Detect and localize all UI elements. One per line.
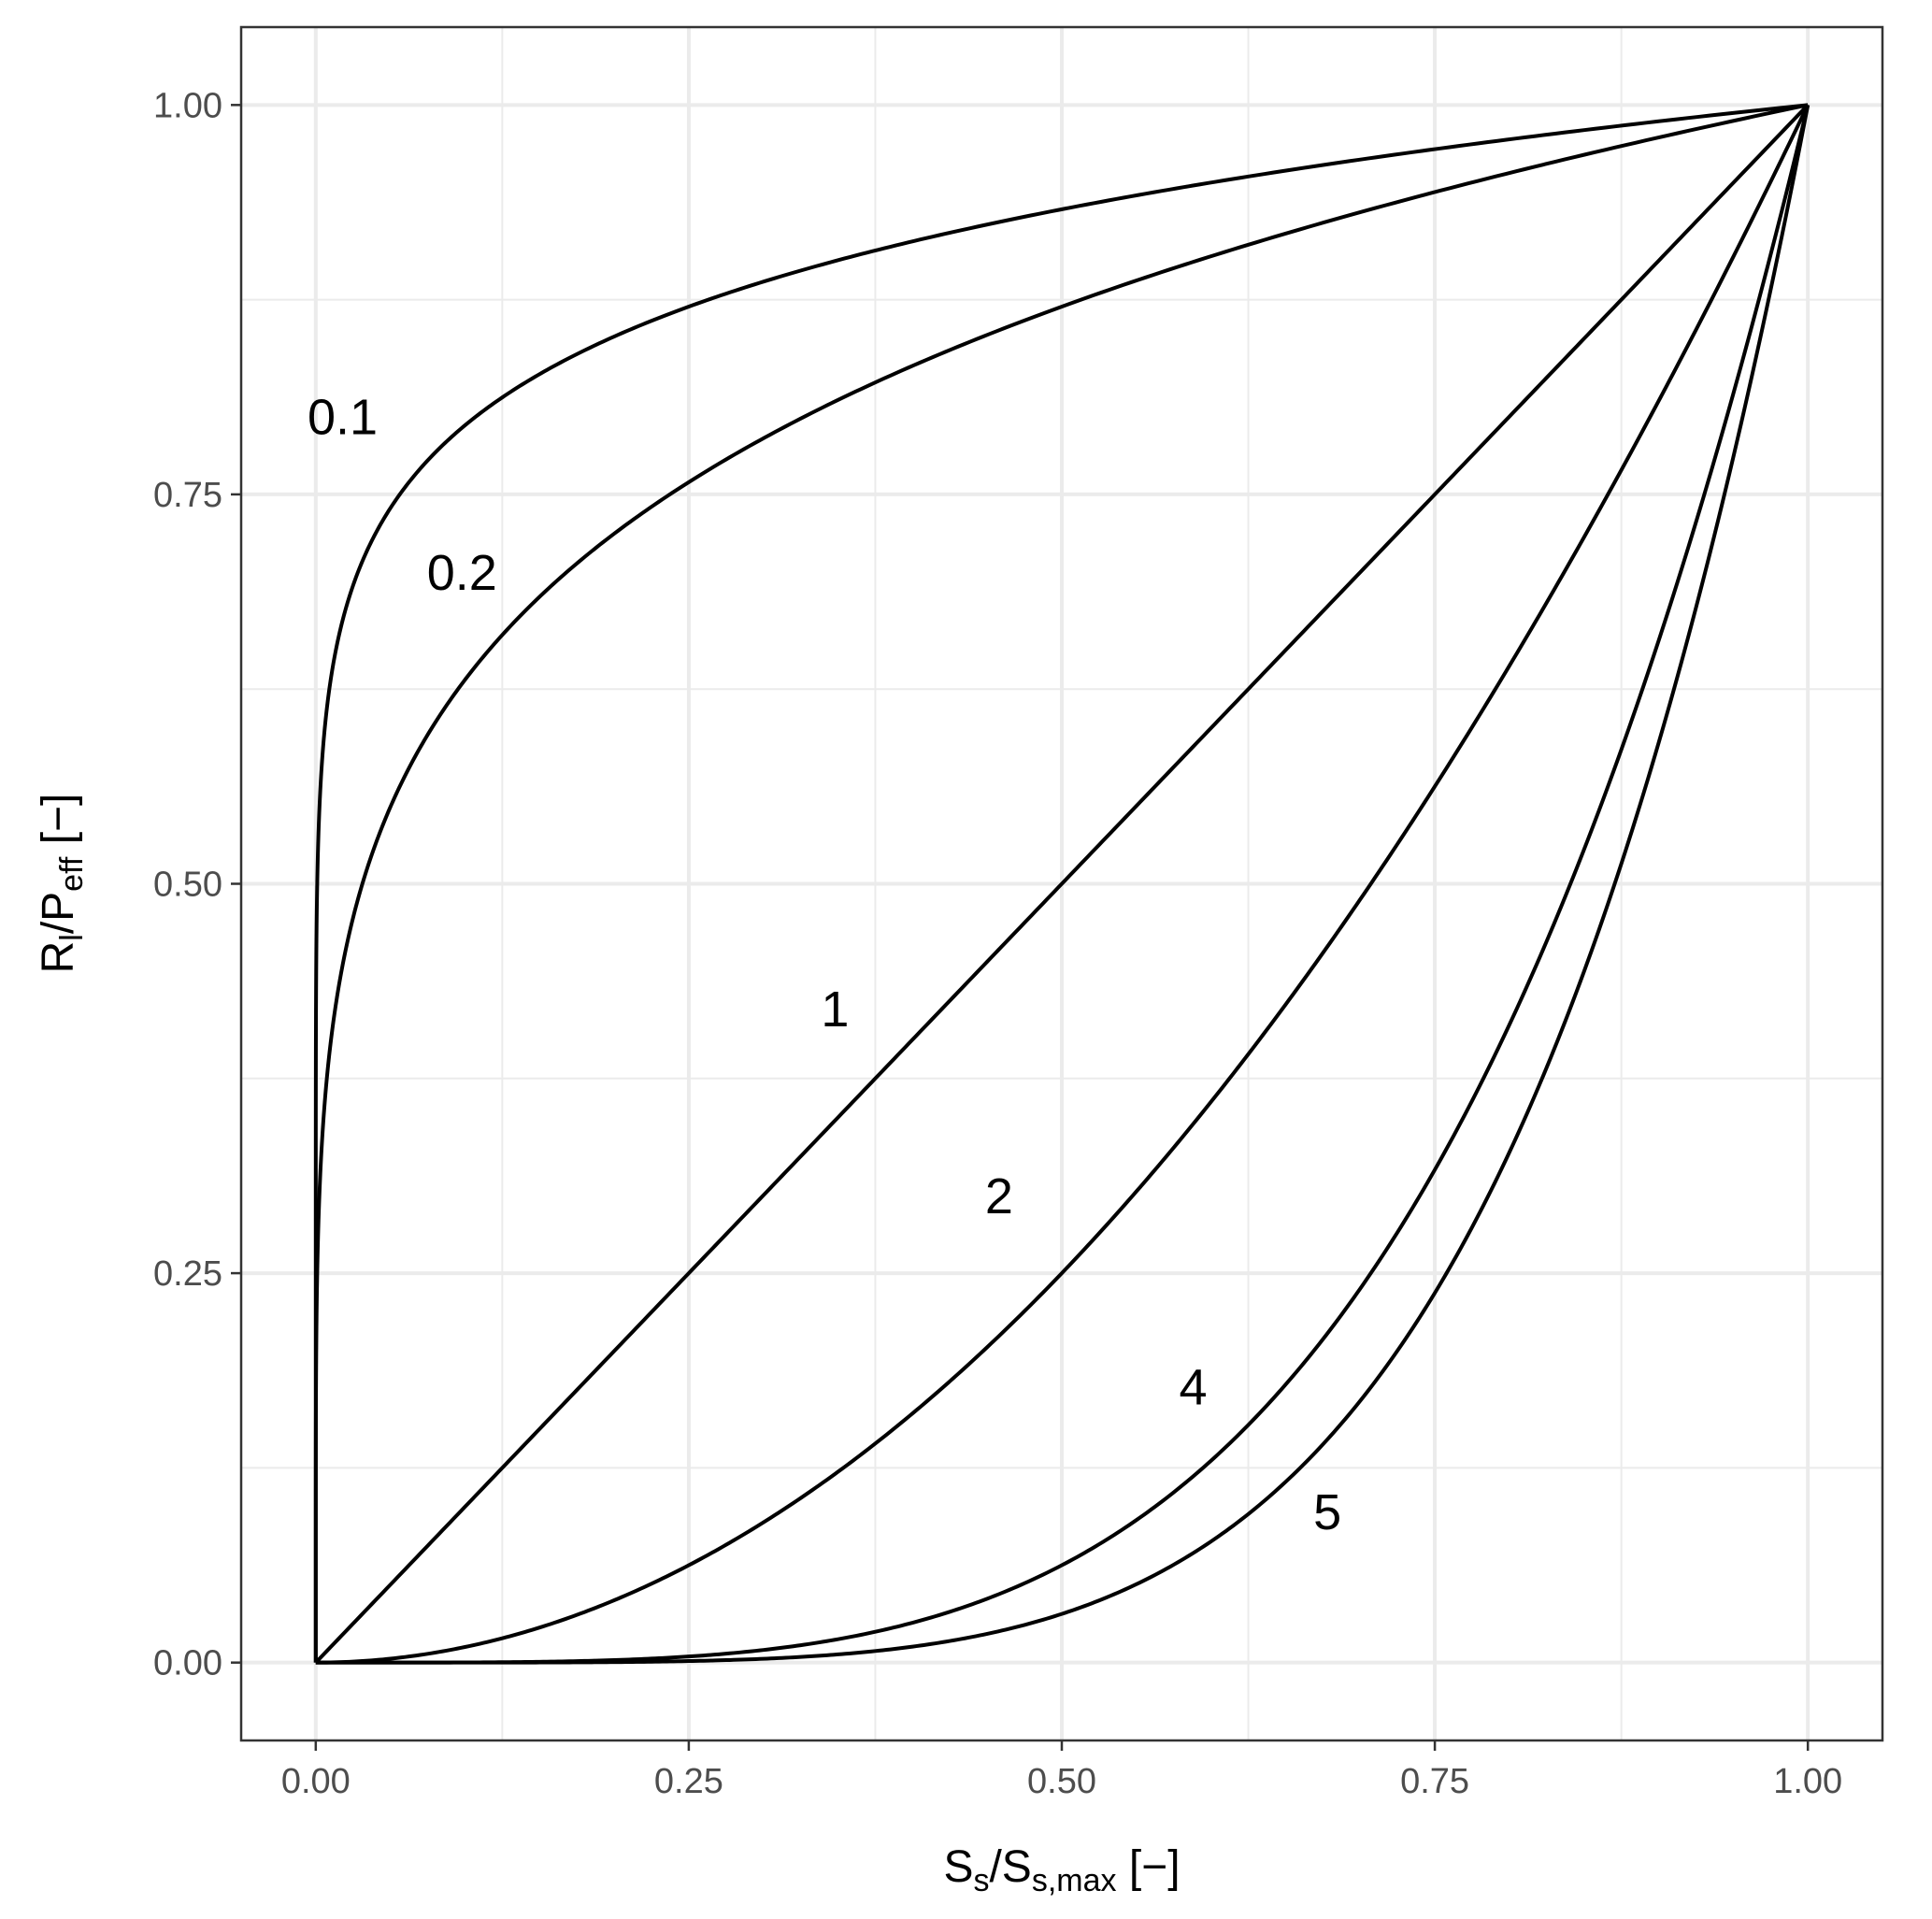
x-axis-title-main: S bbox=[943, 1842, 973, 1892]
curve-labels: 0.1 0.2 1 2 4 5 bbox=[308, 390, 1341, 1540]
axis-ticks: 0.00 0.25 0.50 0.75 1.000.000.250.500.751.00 bbox=[153, 86, 1842, 1801]
x-axis-title-denom-sub: s,max bbox=[1032, 1863, 1117, 1898]
x-axis-title-main-sub: s bbox=[973, 1863, 989, 1898]
y-tick-label: 1.00 bbox=[153, 86, 222, 125]
series-line-0.2 bbox=[313, 103, 1809, 1663]
x-axis-title: Ss/Ss,max [−] bbox=[943, 1842, 1180, 1898]
grid-lines bbox=[241, 27, 1882, 1740]
x-axis-title-unit: [−] bbox=[1117, 1842, 1181, 1892]
y-axis-title-unit: [−] bbox=[34, 794, 83, 857]
curve-label-5: 5 bbox=[1313, 1484, 1341, 1540]
x-tick-label: 0.75 bbox=[1400, 1762, 1469, 1801]
y-axis-title-main: R bbox=[34, 941, 83, 974]
y-tick-label: 0.75 bbox=[153, 476, 222, 515]
series-line-1 bbox=[314, 103, 1810, 1665]
y-axis-title-main-sub: l bbox=[54, 934, 90, 941]
x-tick-label: 0.25 bbox=[654, 1762, 723, 1801]
y-tick-label: 0.50 bbox=[153, 866, 222, 905]
series-line-5 bbox=[315, 104, 1810, 1665]
curve-label-4: 4 bbox=[1179, 1360, 1207, 1416]
x-tick-label: 1.00 bbox=[1773, 1762, 1842, 1801]
series-line-0.1 bbox=[313, 103, 1809, 1663]
x-tick-label: 0.50 bbox=[1027, 1762, 1096, 1801]
curve-label-2: 2 bbox=[985, 1168, 1013, 1224]
curve-label-0.1: 0.1 bbox=[308, 390, 378, 446]
curve-label-1: 1 bbox=[821, 981, 849, 1038]
y-tick-label: 0.25 bbox=[153, 1254, 222, 1294]
y-axis-title-denom-sub: eff bbox=[54, 856, 90, 892]
curve-label-0.2: 0.2 bbox=[427, 545, 497, 601]
x-tick-label: 0.00 bbox=[281, 1762, 351, 1801]
series-lines bbox=[313, 103, 1810, 1665]
y-axis-title-denom: P bbox=[34, 892, 83, 922]
y-axis-title: Rl/Peff [−] bbox=[34, 794, 90, 974]
series-line-2 bbox=[315, 104, 1810, 1665]
y-tick-label: 0.00 bbox=[153, 1644, 222, 1683]
x-axis-title-denom: S bbox=[1002, 1842, 1032, 1892]
